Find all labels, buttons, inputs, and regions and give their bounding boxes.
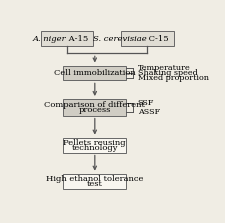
- Text: S. cerevisiae: S. cerevisiae: [92, 35, 146, 43]
- Text: Mixed proportion: Mixed proportion: [137, 74, 208, 82]
- Text: Cell immobilization: Cell immobilization: [54, 69, 135, 77]
- Text: SSF: SSF: [137, 99, 153, 107]
- Text: High ethanol tolerance: High ethanol tolerance: [46, 175, 143, 183]
- Text: A-15: A-15: [66, 35, 88, 43]
- Text: Shaking speed: Shaking speed: [137, 69, 197, 77]
- FancyBboxPatch shape: [40, 31, 93, 46]
- Text: A. niger: A. niger: [32, 35, 66, 43]
- FancyBboxPatch shape: [63, 66, 126, 81]
- Text: Temperature: Temperature: [137, 64, 190, 72]
- FancyBboxPatch shape: [63, 138, 126, 153]
- Text: ASSF: ASSF: [137, 108, 159, 116]
- Text: Comparison of different: Comparison of different: [44, 101, 145, 109]
- FancyBboxPatch shape: [63, 174, 126, 189]
- Text: Pellets reusing: Pellets reusing: [63, 139, 126, 147]
- Text: test: test: [86, 180, 102, 188]
- FancyBboxPatch shape: [121, 31, 173, 46]
- Text: process: process: [78, 106, 110, 114]
- Text: technology: technology: [71, 144, 117, 152]
- FancyBboxPatch shape: [63, 99, 126, 116]
- Text: C-15: C-15: [146, 35, 168, 43]
